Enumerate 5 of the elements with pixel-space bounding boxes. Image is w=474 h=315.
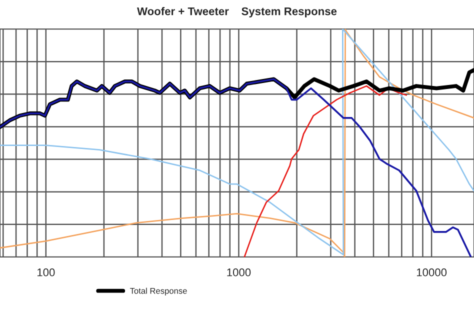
x-tick-label: 10000 — [416, 268, 447, 276]
legend-label: Total Response — [130, 288, 187, 296]
x-tick-label: 100 — [37, 268, 55, 276]
chart-title: Woofer + Tweeter System Response — [137, 7, 337, 18]
x-tick-label: 1000 — [227, 268, 251, 276]
